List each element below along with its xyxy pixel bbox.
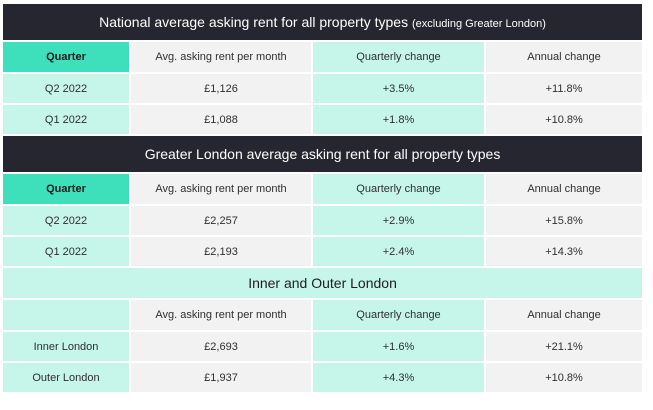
area-cell: Inner London — [3, 332, 131, 363]
national-table-title: National average asking rent for all pro… — [3, 4, 643, 42]
national-header-annual-change: Annual change — [486, 42, 643, 74]
greater-london-header-quarter: Quarter — [3, 174, 131, 206]
greater-london-rent-table: Greater London average asking rent for a… — [3, 136, 643, 268]
national-header-quarter: Quarter — [3, 42, 131, 74]
inner-outer-header-quarterly-change: Quarterly change — [313, 300, 486, 332]
area-cell: Outer London — [3, 363, 131, 394]
quarter-cell: Q2 2022 — [3, 74, 131, 105]
national-header-avg-rent: Avg. asking rent per month — [131, 42, 313, 74]
quarterly-change-cell: +1.8% — [313, 105, 486, 136]
national-header-row: Quarter Avg. asking rent per month Quart… — [3, 42, 643, 74]
quarterly-change-cell: +2.4% — [313, 237, 486, 268]
national-rent-table: National average asking rent for all pro… — [3, 4, 643, 136]
quarterly-change-cell: +4.3% — [313, 363, 486, 394]
annual-change-cell: +14.3% — [486, 237, 643, 268]
annual-change-cell: +10.8% — [486, 363, 643, 394]
avg-rent-cell: £2,257 — [131, 206, 313, 237]
avg-rent-cell: £1,937 — [131, 363, 313, 394]
greater-london-header-annual-change: Annual change — [486, 174, 643, 206]
inner-outer-header-avg-rent: Avg. asking rent per month — [131, 300, 313, 332]
table-row: Outer London £1,937 +4.3% +10.8% — [3, 363, 643, 394]
inner-outer-header-row: Avg. asking rent per month Quarterly cha… — [3, 300, 643, 332]
greater-london-header-quarterly-change: Quarterly change — [313, 174, 486, 206]
inner-outer-table-title: Inner and Outer London — [3, 268, 643, 300]
national-title-note: (excluding Greater London) — [411, 18, 546, 30]
avg-rent-cell: £1,126 — [131, 74, 313, 105]
annual-change-cell: +11.8% — [486, 74, 643, 105]
national-header-quarterly-change: Quarterly change — [313, 42, 486, 74]
quarter-cell: Q1 2022 — [3, 237, 131, 268]
table-row: Q1 2022 £1,088 +1.8% +10.8% — [3, 105, 643, 136]
quarterly-change-cell: +1.6% — [313, 332, 486, 363]
annual-change-cell: +21.1% — [486, 332, 643, 363]
national-title-main: National average asking rent for all pro… — [99, 14, 412, 30]
rent-tables: National average asking rent for all pro… — [3, 4, 643, 394]
inner-outer-header-blank — [3, 300, 131, 332]
table-row: Q2 2022 £1,126 +3.5% +11.8% — [3, 74, 643, 105]
annual-change-cell: +15.8% — [486, 206, 643, 237]
inner-outer-header-annual-change: Annual change — [486, 300, 643, 332]
table-row: Q1 2022 £2,193 +2.4% +14.3% — [3, 237, 643, 268]
quarter-cell: Q1 2022 — [3, 105, 131, 136]
quarterly-change-cell: +2.9% — [313, 206, 486, 237]
annual-change-cell: +10.8% — [486, 105, 643, 136]
avg-rent-cell: £2,193 — [131, 237, 313, 268]
table-row: Inner London £2,693 +1.6% +21.1% — [3, 332, 643, 363]
greater-london-table-title: Greater London average asking rent for a… — [3, 136, 643, 174]
quarterly-change-cell: +3.5% — [313, 74, 486, 105]
avg-rent-cell: £2,693 — [131, 332, 313, 363]
quarter-cell: Q2 2022 — [3, 206, 131, 237]
inner-outer-london-table: Inner and Outer London Avg. asking rent … — [3, 268, 643, 394]
greater-london-header-avg-rent: Avg. asking rent per month — [131, 174, 313, 206]
avg-rent-cell: £1,088 — [131, 105, 313, 136]
table-row: Q2 2022 £2,257 +2.9% +15.8% — [3, 206, 643, 237]
greater-london-header-row: Quarter Avg. asking rent per month Quart… — [3, 174, 643, 206]
